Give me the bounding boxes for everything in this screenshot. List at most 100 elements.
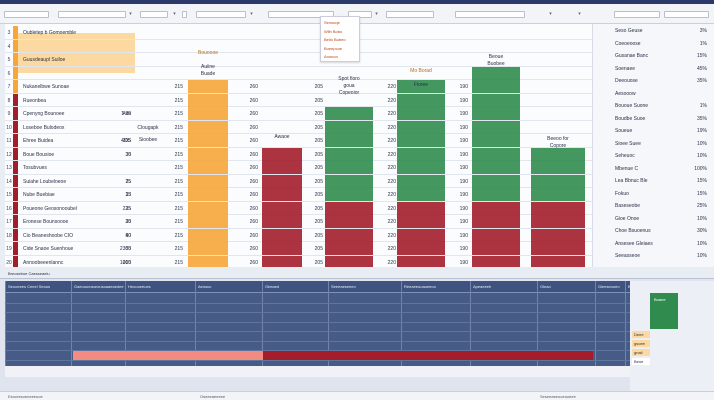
bar-cell[interactable] <box>262 255 302 269</box>
bar-cell[interactable] <box>262 161 302 174</box>
column-header[interactable]: Beeoo for <box>547 136 569 142</box>
table-column-header[interactable]: Apeaeeeh <box>473 284 492 289</box>
column-header[interactable]: Buobee <box>487 61 505 67</box>
column-header[interactable]: Fioree <box>413 82 429 88</box>
bar-cell[interactable] <box>325 242 373 255</box>
toolbar-field-4[interactable] <box>196 11 246 18</box>
toolbar-field-9[interactable] <box>664 11 709 18</box>
bar-cell[interactable] <box>188 255 228 269</box>
bar-cell[interactable] <box>188 201 228 215</box>
bar-cell[interactable] <box>397 174 445 188</box>
popup-menu[interactable]: Sensoqe Wilh Bobo Beilo Bubeo Bueepcoe Anono… <box>320 16 360 62</box>
bar-cell[interactable] <box>397 201 445 215</box>
menu-item[interactable]: Beilo Bubeo <box>324 37 346 42</box>
right-panel-label[interactable]: Seso Geuse <box>615 28 643 34</box>
row-label[interactable]: Loseboe Bulodeox <box>23 124 65 131</box>
bar-cell[interactable] <box>531 242 585 255</box>
row-label[interactable]: Cpenyng Bounoee <box>23 111 65 117</box>
bar-cell[interactable] <box>188 174 228 188</box>
bar-cell[interactable] <box>325 147 373 161</box>
bottom-tab-title[interactable]: Breoseboe Caesseaelu <box>8 271 50 276</box>
bar-cell[interactable] <box>472 188 520 201</box>
bar-cell[interactable] <box>472 80 520 93</box>
bar-cell[interactable] <box>472 255 520 269</box>
bar-cell[interactable] <box>531 255 585 269</box>
bar-cell[interactable] <box>188 93 228 107</box>
right-panel-label[interactable]: Soueue <box>615 128 633 134</box>
table-column-header[interactable]: Olnao <box>540 284 551 289</box>
table-column-header[interactable]: Gieeseooeo <box>598 284 620 289</box>
column-header[interactable]: Buade <box>200 71 216 77</box>
bar-cell[interactable] <box>397 134 445 147</box>
row-label[interactable]: Oubletep b Gomoemble <box>23 30 77 36</box>
bar-cell[interactable] <box>188 147 228 161</box>
row-label[interactable]: Annoobeeenlannc <box>23 259 64 266</box>
toolbar-field-7[interactable] <box>386 11 434 18</box>
right-panel-label[interactable]: Fokuo <box>615 190 629 197</box>
column-header[interactable]: Beoue <box>488 54 504 60</box>
column-header[interactable]: Awaoe <box>274 134 290 140</box>
table-column-header[interactable]: Seeeaeseeeo <box>331 284 356 289</box>
chevron-down-icon[interactable]: ▾ <box>578 11 581 17</box>
bar-cell[interactable] <box>325 188 373 201</box>
toolbar-field-8[interactable] <box>455 11 525 18</box>
toolbar-search[interactable] <box>614 11 660 18</box>
bar-cell[interactable] <box>262 147 302 161</box>
name-box[interactable] <box>4 11 49 18</box>
bar-cell[interactable] <box>531 147 585 161</box>
bar-cell[interactable] <box>397 147 445 161</box>
bar-cell[interactable] <box>188 107 228 120</box>
menu-item[interactable]: Wilh Bobo <box>324 28 343 34</box>
right-panel-label[interactable]: Seeasseoe <box>615 253 641 259</box>
row-label[interactable]: Cide Snaoe Suenhoue <box>23 246 74 252</box>
bar-cell[interactable] <box>397 188 445 201</box>
bar-cell[interactable] <box>325 161 373 174</box>
bar-cell[interactable] <box>397 161 445 174</box>
bar-cell[interactable] <box>397 107 445 120</box>
bar-cell[interactable] <box>397 215 445 228</box>
table-column-header[interactable]: Reeaeeuuaueeoo <box>404 284 436 289</box>
right-panel-label[interactable]: Sioee Suee <box>615 140 641 147</box>
bar-cell[interactable] <box>397 242 445 255</box>
row-label[interactable]: Ehree Buidea <box>23 138 54 144</box>
right-panel-label[interactable]: Gusanae Banc <box>615 53 649 59</box>
side-strip-value[interactable]: gsoee <box>632 340 650 347</box>
chevron-down-icon[interactable]: ▾ <box>250 11 253 17</box>
column-header[interactable]: goua <box>343 83 355 89</box>
bar-cell[interactable] <box>325 215 373 228</box>
side-strip-value[interactable]: gnaii <box>632 349 650 356</box>
bar-cell[interactable] <box>188 228 228 242</box>
menu-item[interactable]: Anonon <box>324 54 338 59</box>
bar-cell[interactable] <box>262 201 302 215</box>
bar-cell[interactable] <box>397 93 445 107</box>
bar-cell[interactable] <box>325 107 373 120</box>
bar-cell[interactable] <box>531 201 585 215</box>
row-label[interactable]: Nukanelbwe Sunoae <box>23 84 70 90</box>
right-panel-label[interactable]: Lea Bbnuc Ble <box>615 178 648 184</box>
bar-cell[interactable] <box>262 188 302 201</box>
row-label[interactable]: Suiahe Loubeloeoe <box>23 178 67 185</box>
chevron-down-icon[interactable]: ▾ <box>375 11 378 17</box>
side-strip-value[interactable]: Deee <box>632 331 650 338</box>
column-header[interactable]: Clougapk <box>137 125 159 131</box>
bar-cell[interactable] <box>188 188 228 201</box>
right-panel-label[interactable]: Deeouose <box>615 78 638 84</box>
toolbar-field-3[interactable] <box>140 11 168 18</box>
data-table[interactable]: Seuoeees Ceeel Seous Gaeuoueaueousoaaeaed… <box>5 281 644 366</box>
bar-cell[interactable] <box>472 107 520 120</box>
bar-cell[interactable] <box>472 174 520 188</box>
toolbar-field-6[interactable] <box>348 11 372 18</box>
side-strip-value[interactable]: Beoe <box>632 358 650 365</box>
bar-cell[interactable] <box>188 80 228 93</box>
row-label[interactable]: Rueonbea <box>23 97 47 104</box>
bar-cell[interactable] <box>472 242 520 255</box>
bar-cell[interactable] <box>397 255 445 269</box>
bar-cell[interactable] <box>472 147 520 161</box>
bar-cell[interactable] <box>262 242 302 255</box>
bar-cell[interactable] <box>188 215 228 228</box>
row-label[interactable]: Boue Bousioe <box>23 151 55 158</box>
formula-input[interactable] <box>58 11 126 18</box>
table-column-header[interactable]: Gaeuoueaueousoaaeaedee <box>74 284 124 289</box>
row-label[interactable]: Eronese Bounsoooe <box>23 219 69 225</box>
bar-cell[interactable] <box>472 228 520 242</box>
